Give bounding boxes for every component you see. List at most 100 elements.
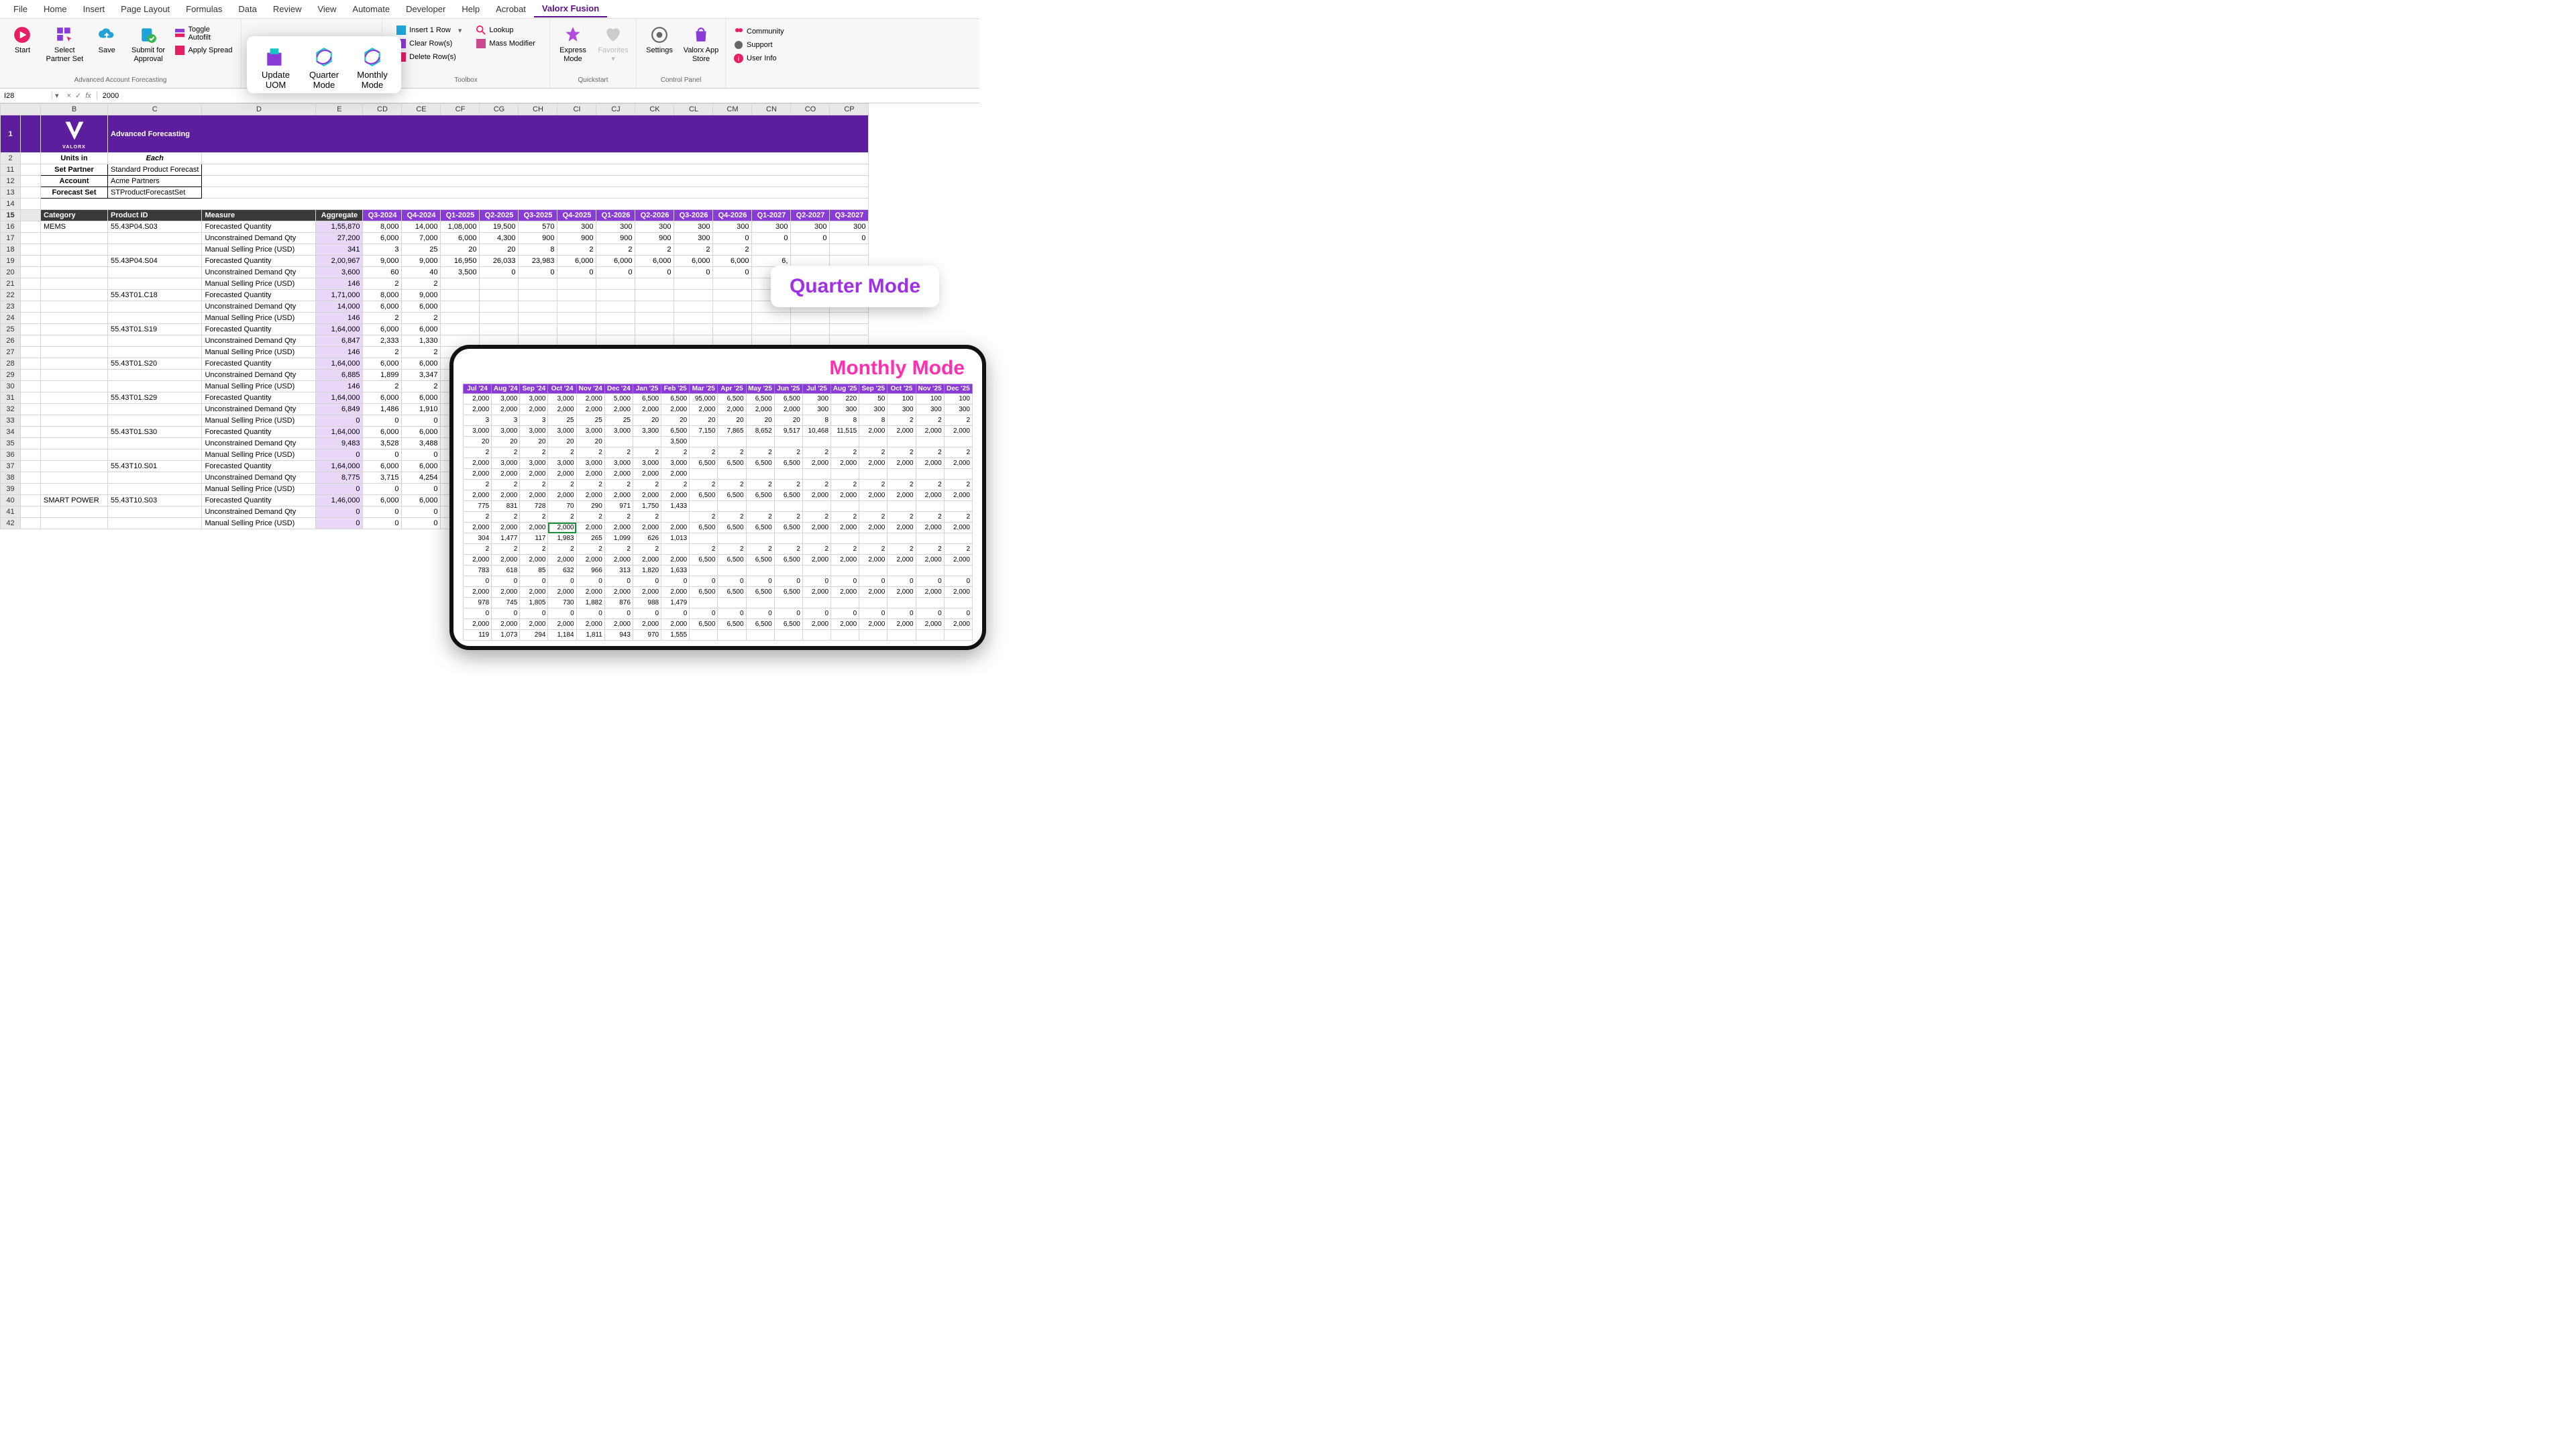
data-cell[interactable]: 6,000 [713, 256, 752, 267]
data-cell[interactable] [557, 301, 596, 313]
month-cell[interactable]: 2,000 [520, 555, 548, 566]
month-cell[interactable]: 2 [690, 544, 718, 555]
data-cell[interactable] [596, 301, 635, 313]
month-cell[interactable]: 2,000 [944, 426, 972, 437]
month-cell[interactable]: 6,500 [690, 490, 718, 501]
express-mode-button[interactable]: Express Mode [555, 21, 590, 63]
data-cell[interactable]: 6,000 [363, 392, 402, 404]
month-cell[interactable]: 3,000 [661, 458, 690, 469]
month-cell[interactable]: 7,865 [718, 426, 746, 437]
data-cell[interactable]: 300 [752, 221, 791, 233]
month-cell[interactable] [633, 437, 661, 447]
month-cell[interactable]: 11,515 [831, 426, 859, 437]
month-cell[interactable]: 2,000 [520, 619, 548, 630]
aggregate-cell[interactable]: 146 [316, 313, 363, 324]
month-cell[interactable]: 2 [464, 480, 492, 490]
month-cell[interactable]: 2,000 [633, 490, 661, 501]
month-cell[interactable]: 6,500 [746, 587, 774, 598]
toggle-autofilter-button[interactable]: Toggle Autofilt [172, 24, 235, 43]
month-cell[interactable]: 2 [888, 447, 916, 458]
month-cell[interactable]: 2 [520, 544, 548, 555]
month-cell[interactable]: 6,500 [633, 394, 661, 405]
month-cell[interactable]: 0 [690, 576, 718, 587]
month-cell[interactable]: 2,000 [831, 458, 859, 469]
insert-row-button[interactable]: Insert 1 Row▾ [394, 24, 464, 36]
month-cell[interactable]: 0 [492, 576, 520, 587]
month-cell[interactable]: 2 [548, 480, 576, 490]
month-cell[interactable]: 20 [464, 437, 492, 447]
aggregate-cell[interactable]: 0 [316, 484, 363, 495]
month-cell[interactable]: 300 [916, 405, 944, 415]
data-cell[interactable] [830, 313, 869, 324]
data-cell[interactable] [596, 278, 635, 290]
month-cell[interactable]: 2,000 [916, 458, 944, 469]
month-cell[interactable]: 3,000 [604, 426, 633, 437]
col-header[interactable]: D [202, 104, 316, 115]
month-cell[interactable] [944, 469, 972, 480]
month-cell[interactable]: 2,000 [916, 426, 944, 437]
month-cell[interactable]: 265 [576, 533, 604, 544]
month-cell[interactable]: 2 [690, 480, 718, 490]
data-cell[interactable]: 0 [402, 518, 441, 529]
month-cell[interactable] [944, 566, 972, 576]
month-cell[interactable]: 300 [802, 394, 830, 405]
aggregate-cell[interactable]: 0 [316, 506, 363, 518]
month-cell[interactable]: 20 [548, 437, 576, 447]
data-cell[interactable]: 0 [713, 233, 752, 244]
data-cell[interactable]: 0 [596, 267, 635, 278]
data-cell[interactable]: 0 [363, 518, 402, 529]
data-cell[interactable] [596, 313, 635, 324]
month-cell[interactable] [746, 630, 774, 641]
data-cell[interactable] [674, 313, 713, 324]
aggregate-cell[interactable]: 14,000 [316, 301, 363, 313]
month-cell[interactable]: 971 [604, 501, 633, 512]
config-value[interactable]: Standard Product Forecast [108, 164, 202, 176]
data-cell[interactable]: 20 [480, 244, 519, 256]
month-cell[interactable]: 2,000 [520, 405, 548, 415]
month-cell[interactable]: 1,750 [633, 501, 661, 512]
data-cell[interactable]: 8 [519, 244, 557, 256]
month-cell[interactable]: 6,500 [690, 555, 718, 566]
data-cell[interactable] [635, 313, 674, 324]
month-cell[interactable]: 8,652 [746, 426, 774, 437]
month-cell[interactable]: 294 [520, 630, 548, 641]
data-cell[interactable]: 0 [791, 233, 830, 244]
data-cell[interactable]: 6,000 [363, 324, 402, 335]
col-header[interactable]: CO [791, 104, 830, 115]
month-cell[interactable] [888, 598, 916, 608]
support-button[interactable]: Support [731, 39, 787, 51]
month-cell[interactable]: 2,000 [464, 555, 492, 566]
data-cell[interactable]: 0 [557, 267, 596, 278]
data-cell[interactable] [441, 278, 480, 290]
month-cell[interactable]: 20 [661, 415, 690, 426]
month-cell[interactable]: 3,000 [548, 394, 576, 405]
month-cell[interactable]: 6,500 [718, 394, 746, 405]
data-cell[interactable]: 0 [363, 484, 402, 495]
month-cell[interactable]: 0 [576, 608, 604, 619]
data-cell[interactable]: 0 [519, 267, 557, 278]
month-cell[interactable]: 831 [492, 501, 520, 512]
data-cell[interactable] [519, 278, 557, 290]
month-cell[interactable]: 2 [916, 544, 944, 555]
data-cell[interactable]: 2 [402, 347, 441, 358]
month-cell[interactable]: 0 [520, 576, 548, 587]
month-cell[interactable]: 2,000 [576, 394, 604, 405]
tab-file[interactable]: File [5, 1, 36, 17]
month-cell[interactable] [888, 533, 916, 544]
month-cell[interactable]: 2,000 [859, 587, 888, 598]
month-cell[interactable]: 2 [633, 544, 661, 555]
month-cell[interactable]: 6,500 [718, 555, 746, 566]
data-cell[interactable] [441, 324, 480, 335]
aggregate-cell[interactable]: 27,200 [316, 233, 363, 244]
tab-help[interactable]: Help [453, 1, 488, 17]
data-cell[interactable]: 0 [480, 267, 519, 278]
month-cell[interactable] [944, 501, 972, 512]
month-cell[interactable]: 2 [548, 512, 576, 523]
month-cell[interactable] [718, 630, 746, 641]
month-cell[interactable]: 0 [746, 576, 774, 587]
month-cell[interactable]: 2,000 [492, 523, 520, 533]
month-cell[interactable]: 6,500 [746, 394, 774, 405]
data-cell[interactable]: 0 [363, 415, 402, 427]
month-cell[interactable]: 3,000 [492, 458, 520, 469]
data-cell[interactable]: 2 [402, 381, 441, 392]
